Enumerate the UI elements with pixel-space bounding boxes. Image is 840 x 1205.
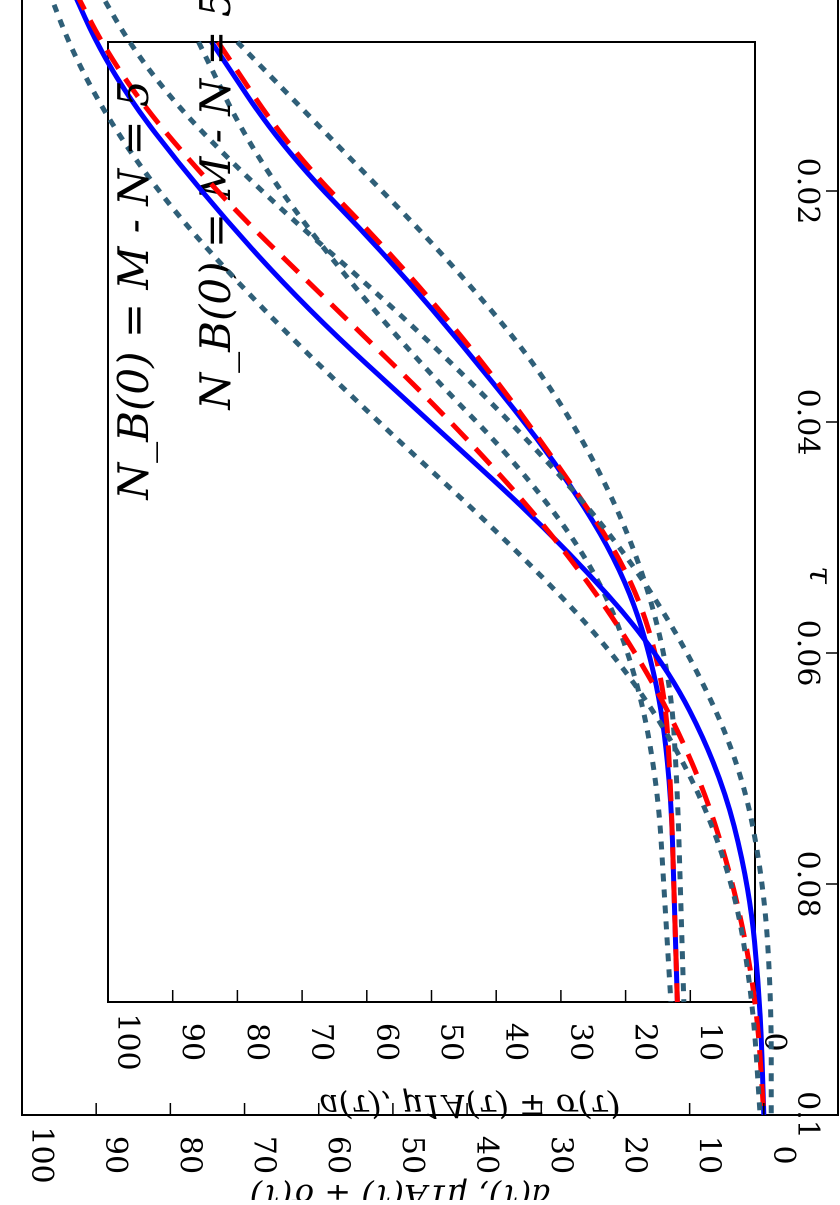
main-x-tick-label: 0.08 — [790, 851, 825, 918]
main-y-tick-label: 30 — [543, 1136, 578, 1174]
main-plot-frame — [21, 0, 839, 1116]
inner-series-1 — [215, 40, 680, 1003]
main-y-tick-label: 40 — [469, 1136, 504, 1174]
main-x-axis-label: τ — [802, 566, 840, 585]
main-y-tick-label: 0 — [766, 1145, 801, 1164]
inner-y-tick-label: 0 — [757, 1032, 792, 1051]
main-x-tick-label: 0.06 — [790, 620, 825, 687]
inner-y-tick-label: 40 — [498, 1023, 533, 1061]
inner-y-tick-label: 20 — [628, 1023, 663, 1061]
main-series-1 — [76, 0, 767, 1116]
inner-y-axis-label: a(τ), μ1A(τ) ∓ σ(τ) — [320, 1087, 621, 1125]
main-series-3 — [101, 0, 774, 1115]
inner-y-tick-label: 50 — [434, 1023, 469, 1061]
main-y-axis-label: a(τ), μ1A(τ) ∓ σ(τ) — [250, 1177, 551, 1200]
main-y-tick-label: 20 — [617, 1136, 652, 1174]
inner-y-tick-label: 80 — [239, 1023, 274, 1061]
main-y-tick-label: 60 — [321, 1136, 356, 1174]
inner-chart: 0 10 20 30 40 50 60 70 80 90 100 a(τ), μ1A(τ) ∓ σ(τ… — [107, 0, 792, 1125]
main-x-tick-label: 0.02 — [790, 158, 825, 225]
inner-series-3 — [235, 40, 687, 1003]
main-y-tick-label: 10 — [692, 1136, 727, 1174]
main-chart: 00.020.040.060.080.1-1001020304050607080… — [21, 0, 840, 1205]
inner-y-tick-label: 90 — [175, 1023, 210, 1061]
main-y-tick-label: 80 — [172, 1136, 207, 1174]
main-y-tick-label: 70 — [247, 1136, 282, 1174]
main-series-0 — [74, 0, 767, 1116]
main-y-tick-label: 50 — [395, 1136, 430, 1174]
inner-y-tick-label: 10 — [692, 1023, 727, 1061]
inner-y-tick-label: 60 — [369, 1023, 404, 1061]
inner-y-tick-label: 100 — [110, 1013, 145, 1070]
main-x-tick-label: 0.1 — [790, 1091, 825, 1139]
main-annotation: N_B(0) = M - N = 5 — [109, 80, 158, 500]
main-y-tick-label: 90 — [98, 1136, 133, 1174]
main-x-tick-label: 0.04 — [790, 389, 825, 456]
inner-series-0 — [209, 40, 680, 1003]
main-series-2 — [49, 0, 763, 1116]
inner-y-tick-label: 30 — [563, 1023, 598, 1061]
main-y-tick-label: 100 — [24, 1126, 59, 1183]
inner-y-tick-label: 70 — [304, 1023, 339, 1061]
